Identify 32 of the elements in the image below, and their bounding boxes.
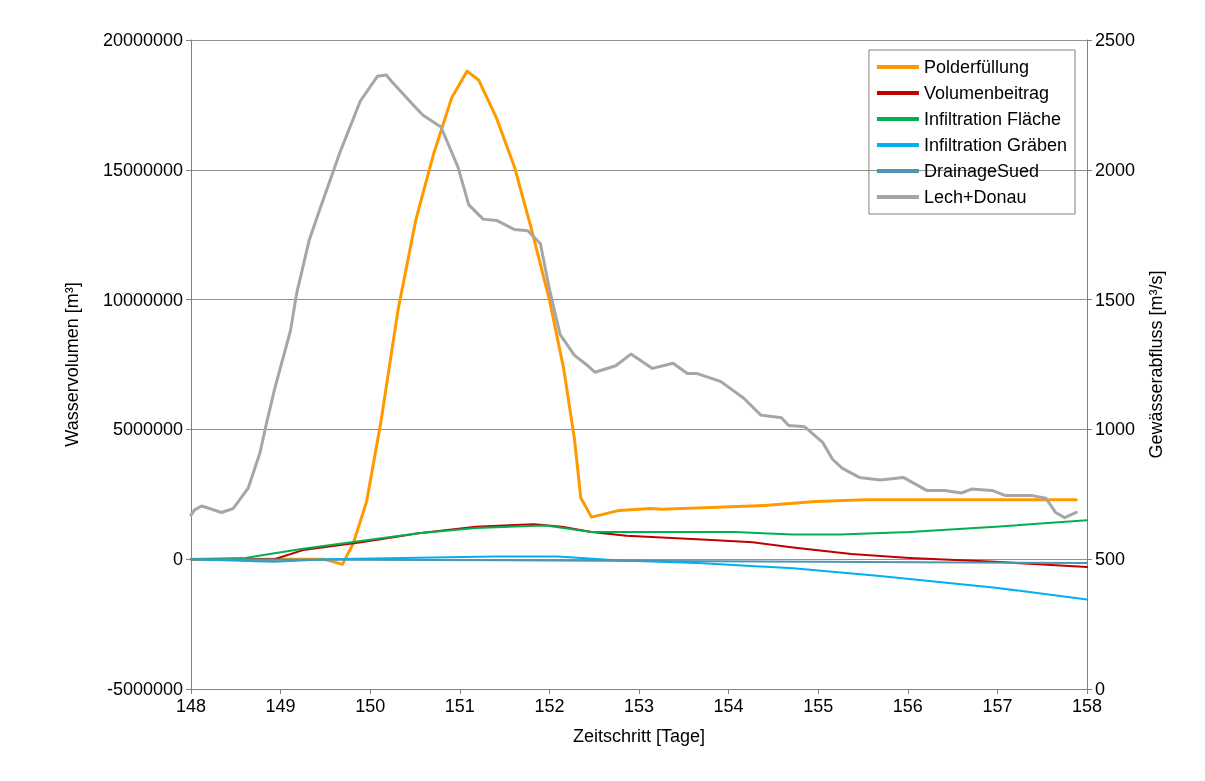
legend-label: Polderfüllung: [923, 57, 1029, 77]
legend-label: Lech+Donau: [923, 187, 1027, 207]
x-tick-label: 151: [444, 696, 475, 716]
y2-tick-label: 1000: [1095, 419, 1136, 440]
y-tick-label: 15000000: [102, 159, 183, 180]
y-tick-label: 20000000: [102, 30, 183, 50]
y-axis-title: Wasservolumen [m³]: [62, 282, 82, 447]
legend-label: Infiltration Fläche: [923, 109, 1061, 129]
x-axis-title: Zeitschritt [Tage]: [572, 726, 706, 746]
y2-tick-label: 1500: [1095, 289, 1136, 310]
x-tick-label: 156: [892, 696, 923, 716]
y2-tick-label: 0: [1095, 679, 1106, 699]
legend-label: DrainageSued: [923, 161, 1040, 181]
y-tick-label: 5000000: [112, 419, 183, 440]
y2-axis-title: Gewässerabfluss [m³/s]: [1146, 270, 1166, 459]
x-tick-label: 154: [713, 696, 744, 716]
x-tick-label: 158: [1071, 696, 1103, 716]
y-tick-label: -5000000: [106, 679, 183, 699]
legend-label: Volumenbeitrag: [923, 83, 1050, 103]
legend-label: Infiltration Gräben: [923, 135, 1067, 155]
x-tick-label: 150: [355, 696, 386, 716]
y2-tick-label: 2000: [1095, 159, 1136, 180]
y2-tick-label: 500: [1095, 549, 1126, 570]
x-tick-label: 148: [175, 696, 207, 716]
x-tick-label: 153: [623, 696, 655, 716]
x-tick-label: 157: [982, 696, 1013, 716]
x-tick-label: 155: [803, 696, 834, 716]
x-tick-label: 149: [265, 696, 296, 716]
x-tick-label: 152: [534, 696, 565, 716]
y-tick-label: 0: [172, 549, 183, 570]
y-tick-label: 10000000: [102, 289, 183, 310]
y2-tick-label: 2500: [1095, 30, 1136, 50]
